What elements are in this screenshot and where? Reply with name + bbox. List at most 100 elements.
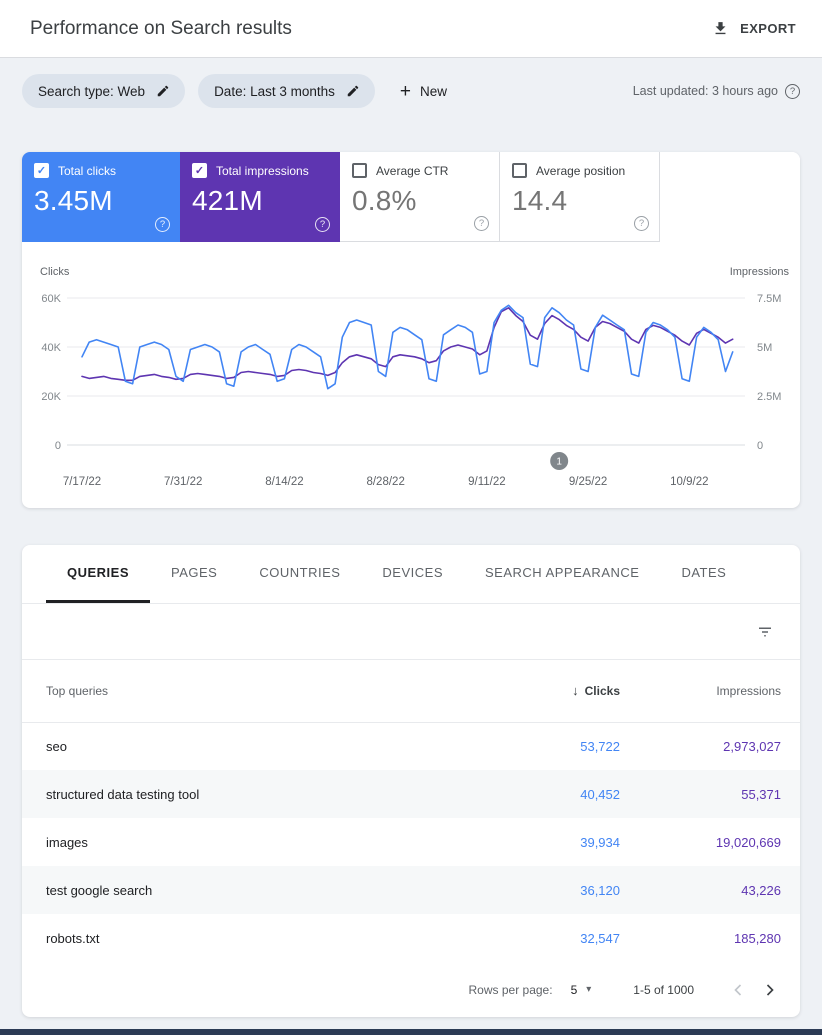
filter-list-icon[interactable] <box>756 623 774 641</box>
impressions-cell: 19,020,669 <box>715 834 781 850</box>
svg-text:2.5M: 2.5M <box>757 391 781 403</box>
dimensions-table-card: QUERIES PAGES COUNTRIES DEVICES SEARCH A… <box>22 545 800 1017</box>
metric-card-average-ctr[interactable]: Average CTR 0.8% ? <box>340 152 500 242</box>
new-filter-label: New <box>420 83 448 99</box>
tab-pages[interactable]: PAGES <box>171 565 218 580</box>
impressions-cell: 43,226 <box>741 882 781 898</box>
edit-pencil-icon[interactable] <box>346 84 360 98</box>
svg-text:8/28/22: 8/28/22 <box>366 476 404 488</box>
tab-queries[interactable]: QUERIES <box>46 545 151 603</box>
table-row[interactable]: test google search 36,120 43,226 <box>22 866 800 914</box>
last-updated: Last updated: 3 hours ago ? <box>632 83 800 99</box>
query-cell: test google search <box>46 882 153 898</box>
pagination-range: 1-5 of 1000 <box>633 982 694 997</box>
tab-dates[interactable]: DATES <box>681 565 727 580</box>
impressions-cell: 185,280 <box>734 930 781 946</box>
export-button[interactable]: EXPORT <box>712 20 796 37</box>
queries-table: Top queries ↓ Clicks Impressions seo 53,7… <box>22 660 800 962</box>
metric-card-total-impressions[interactable]: ✓ Total impressions 421M ? <box>180 152 340 242</box>
tab-search-appearance[interactable]: SEARCH APPEARANCE <box>485 565 640 580</box>
page-footer-edge <box>0 1029 822 1035</box>
help-icon[interactable]: ? <box>785 83 800 99</box>
metric-card-average-position[interactable]: Average position 14.4 ? <box>500 152 660 242</box>
table-row[interactable]: structured data testing tool 40,452 55,3… <box>22 770 800 818</box>
svg-text:7/17/22: 7/17/22 <box>63 476 101 488</box>
column-header-top-queries[interactable]: Top queries <box>22 660 470 723</box>
metric-value: 0.8% <box>352 185 417 216</box>
clicks-cell: 36,120 <box>580 882 620 898</box>
table-header-row: Top queries ↓ Clicks Impressions <box>22 660 800 723</box>
svg-text:40K: 40K <box>41 342 61 354</box>
svg-text:10/9/22: 10/9/22 <box>670 476 708 488</box>
date-range-chip[interactable]: Date: Last 3 months <box>198 74 375 108</box>
checkbox-checked-icon[interactable]: ✓ <box>34 163 49 178</box>
download-icon <box>712 20 729 37</box>
query-cell: structured data testing tool <box>46 786 200 802</box>
rows-per-page-label: Rows per page: <box>468 982 553 997</box>
help-icon[interactable]: ? <box>315 217 330 232</box>
search-type-chip[interactable]: Search type: Web <box>22 74 186 108</box>
date-range-chip-label: Date: Last 3 months <box>214 83 335 99</box>
metric-label: Total impressions <box>216 163 309 178</box>
svg-text:20K: 20K <box>41 391 61 403</box>
filter-bar: Search type: Web Date: Last 3 months + N… <box>0 58 822 122</box>
edit-pencil-icon[interactable] <box>156 84 170 98</box>
metric-value: 421M <box>192 185 263 216</box>
svg-text:60K: 60K <box>41 293 61 305</box>
metric-value: 3.45M <box>34 185 113 216</box>
left-axis-title: Clicks <box>40 266 70 278</box>
query-cell: seo <box>46 738 67 754</box>
search-type-chip-label: Search type: Web <box>38 83 146 99</box>
page-title: Performance on Search results <box>30 17 292 39</box>
svg-text:7.5M: 7.5M <box>757 293 781 305</box>
table-row[interactable]: robots.txt 32,547 185,280 <box>22 914 800 962</box>
svg-text:9/11/22: 9/11/22 <box>468 476 506 488</box>
clicks-cell: 39,934 <box>580 834 620 850</box>
svg-text:0: 0 <box>55 440 61 452</box>
last-updated-text: Last updated: 3 hours ago <box>632 84 778 98</box>
tab-devices[interactable]: DEVICES <box>382 565 443 580</box>
performance-chart[interactable]: 0 0 20K 2.5M 40K 5M 60K 7.5M 7/17/22 7/31/22 8/14/… <box>33 280 789 495</box>
checkbox-unchecked-icon[interactable] <box>512 163 527 178</box>
clicks-cell: 53,722 <box>580 738 620 754</box>
performance-summary-card: ✓ Total clicks 3.45M ? ✓ Total impressio… <box>22 152 800 508</box>
new-filter-button[interactable]: + New <box>400 82 447 101</box>
metric-label: Average CTR <box>376 163 449 178</box>
clicks-cell: 32,547 <box>580 930 620 946</box>
svg-text:5M: 5M <box>757 342 772 354</box>
query-cell: images <box>46 834 88 850</box>
dimension-tabs: QUERIES PAGES COUNTRIES DEVICES SEARCH A… <box>22 545 800 604</box>
rows-per-page-value: 5 <box>570 982 578 997</box>
table-row[interactable]: images 39,934 19,020,669 <box>22 818 800 866</box>
help-icon[interactable]: ? <box>474 216 489 231</box>
column-header-impressions[interactable]: Impressions <box>630 660 800 723</box>
previous-page-button[interactable] <box>722 974 754 1006</box>
metric-label: Total clicks <box>58 163 117 178</box>
svg-text:7/31/22: 7/31/22 <box>164 476 202 488</box>
help-icon[interactable]: ? <box>634 216 649 231</box>
right-axis-title: Impressions <box>729 266 789 278</box>
svg-text:0: 0 <box>757 440 763 452</box>
checkbox-checked-icon[interactable]: ✓ <box>192 163 207 178</box>
rows-per-page-select[interactable]: 5 ▾ <box>571 983 592 997</box>
checkbox-unchecked-icon[interactable] <box>352 163 367 178</box>
pagination: Rows per page: 5 ▾ 1-5 of 1000 <box>22 962 800 1017</box>
plus-icon: + <box>399 80 411 102</box>
export-label: EXPORT <box>740 21 796 36</box>
next-page-button[interactable] <box>754 974 786 1006</box>
table-row[interactable]: seo 53,722 2,973,027 <box>22 722 800 770</box>
svg-text:1: 1 <box>556 457 562 468</box>
metric-row-filler <box>660 152 800 242</box>
metric-cards-row: ✓ Total clicks 3.45M ? ✓ Total impressio… <box>22 152 800 242</box>
tab-countries[interactable]: COUNTRIES <box>259 565 341 580</box>
column-header-clicks[interactable]: ↓ Clicks <box>470 660 630 723</box>
chart-area: Clicks Impressions 0 0 20K 2.5M 40K 5M 60K 7.5M… <box>22 242 800 508</box>
sort-desc-icon: ↓ <box>572 683 579 699</box>
metric-card-total-clicks[interactable]: ✓ Total clicks 3.45M ? <box>22 152 180 242</box>
help-icon[interactable]: ? <box>155 217 170 232</box>
chevron-down-icon: ▾ <box>586 984 592 995</box>
impressions-cell: 2,973,027 <box>723 738 781 754</box>
annotation-marker[interactable] <box>550 452 569 470</box>
metric-label: Average position <box>536 163 626 178</box>
query-cell: robots.txt <box>46 930 100 946</box>
